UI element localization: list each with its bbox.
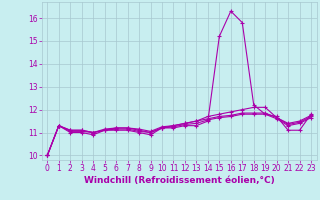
X-axis label: Windchill (Refroidissement éolien,°C): Windchill (Refroidissement éolien,°C)	[84, 176, 275, 185]
